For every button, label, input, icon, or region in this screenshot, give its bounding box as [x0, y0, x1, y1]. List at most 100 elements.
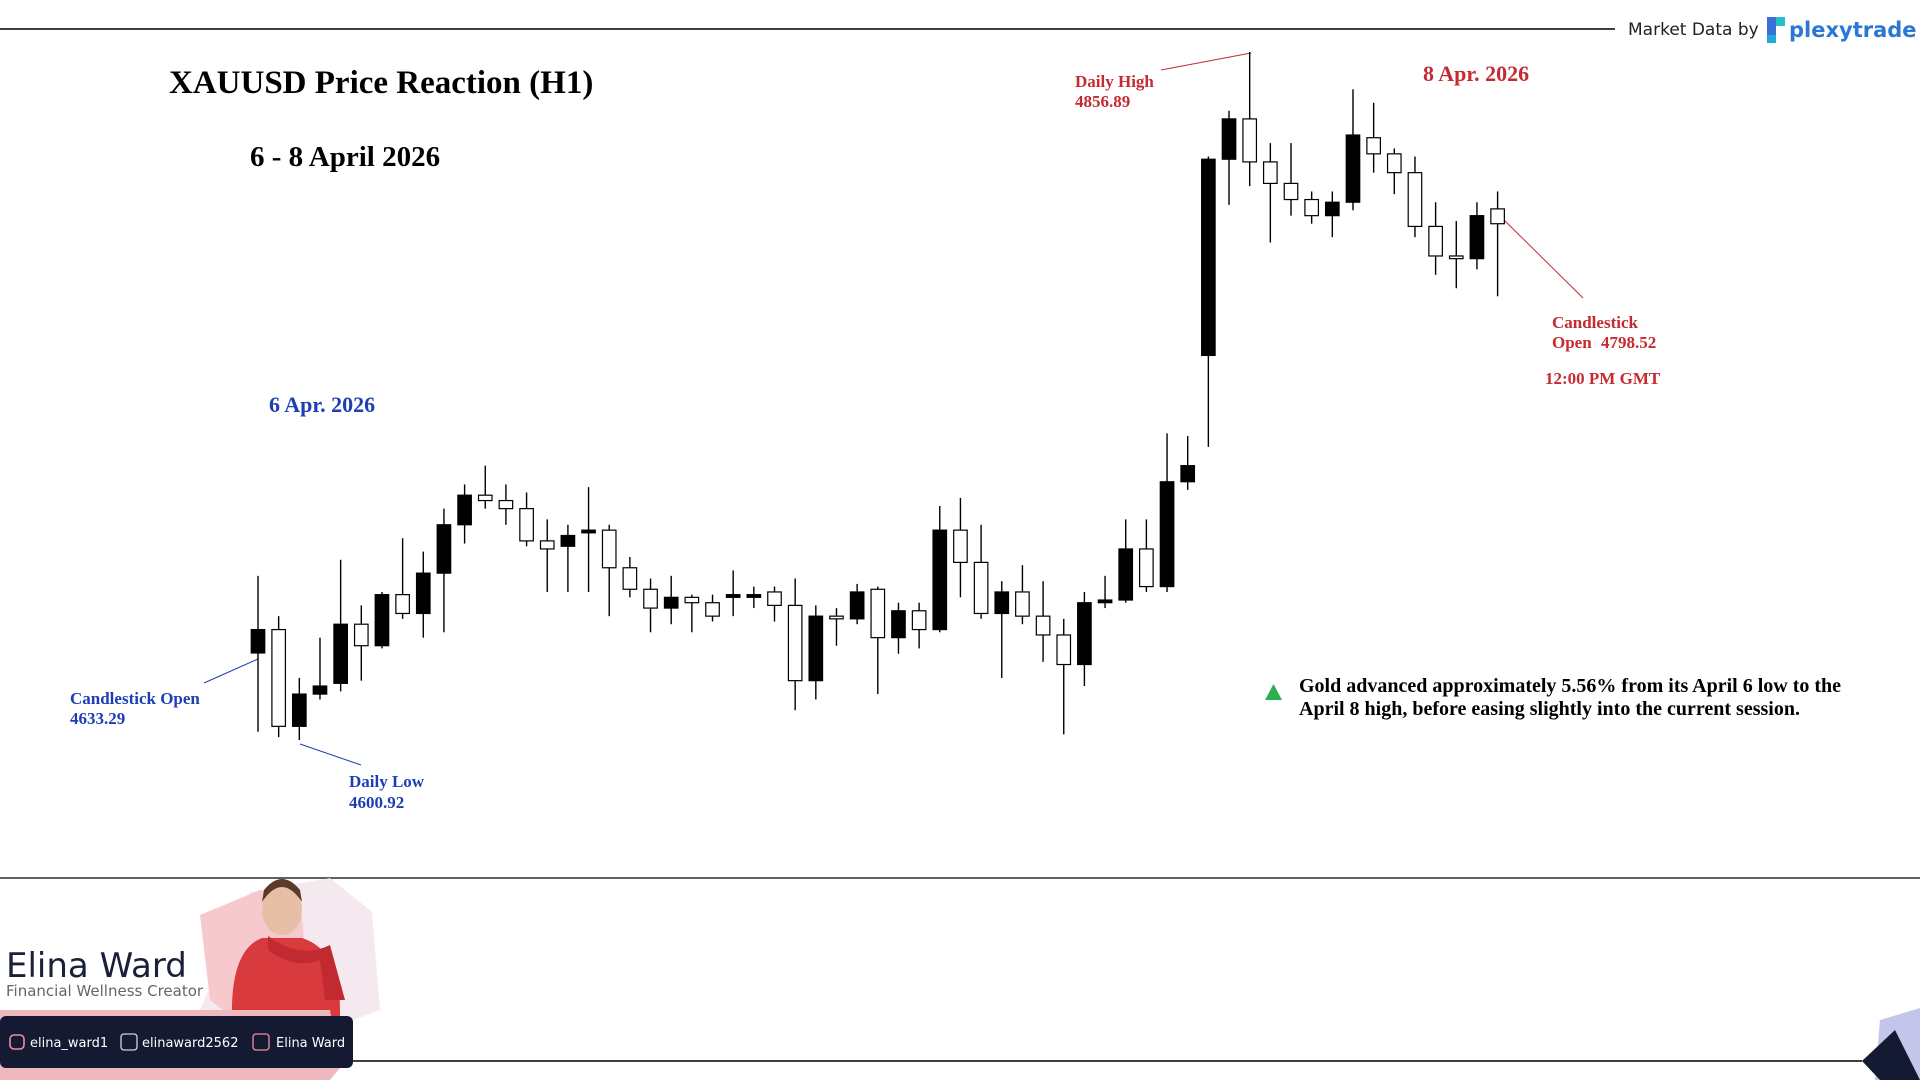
candle-body	[1035, 615, 1051, 636]
day-label: 8 Apr. 2026	[1423, 61, 1529, 86]
annotation-label: Daily Low	[349, 772, 425, 791]
day-label: 6 Apr. 2026	[269, 392, 375, 417]
annotation-label: Candlestick	[1552, 313, 1639, 332]
creator-name: Elina Ward	[6, 946, 187, 986]
candle-body	[932, 529, 948, 631]
annotation-label: Daily High	[1075, 72, 1154, 91]
candle-body	[539, 540, 555, 550]
candle-body	[725, 594, 741, 598]
annotation-value: 4856.89	[1075, 92, 1130, 111]
candle-body	[601, 529, 617, 569]
candle-body	[622, 567, 638, 590]
candle-body	[973, 561, 989, 615]
candle-body	[415, 572, 431, 615]
candle-body	[1201, 158, 1216, 357]
candle-body	[498, 499, 514, 510]
candle-body	[436, 524, 452, 574]
candle-body	[291, 693, 307, 727]
time-label: 12:00 PM GMT	[1545, 369, 1661, 388]
candle-body	[519, 508, 534, 542]
candle-body	[560, 534, 576, 547]
annotation: Candlestick Open 4798.52	[1552, 313, 1656, 352]
annotation: Candlestick Open 4633.29	[70, 689, 204, 728]
leader-line	[1501, 217, 1584, 299]
candle-body	[663, 596, 679, 609]
candle-body	[271, 628, 287, 727]
annotation: Daily High 4856.89	[1075, 72, 1158, 111]
social-handle[interactable]: elina_ward1	[30, 1036, 108, 1051]
candle-body	[1221, 118, 1237, 160]
candle-body	[250, 628, 266, 654]
candle-body	[829, 615, 844, 620]
candle-body	[1056, 634, 1072, 666]
candle-body	[849, 591, 865, 620]
candle-body	[643, 588, 658, 609]
candle-body	[333, 623, 348, 684]
open-annotation: Candlestick Open 4798.52 12:00 PM GMT	[1501, 217, 1661, 388]
candle-body	[312, 685, 328, 695]
candle-body	[808, 615, 824, 682]
open-annotation: Candlestick Open 4633.29	[70, 658, 259, 728]
candle-body	[705, 602, 720, 617]
annotation-label: Candlestick Open	[70, 689, 200, 708]
annotation-label: Open	[1552, 333, 1592, 352]
candle-body	[1469, 215, 1485, 260]
candle-body	[1283, 182, 1299, 201]
leader-line	[203, 658, 259, 684]
social-handle[interactable]: elinaward2562	[142, 1036, 238, 1051]
instagram-icon	[9, 1034, 25, 1050]
candle-body	[891, 610, 906, 639]
note-line: Gold advanced approximately 5.56% from i…	[1299, 675, 1841, 697]
candle-body	[1304, 198, 1320, 217]
social-bar	[0, 1016, 353, 1068]
candle-body	[1077, 602, 1092, 666]
candle-body	[870, 588, 886, 639]
up-triangle-icon	[1265, 684, 1282, 700]
candle-body	[953, 529, 968, 563]
social-handle[interactable]: Elina Ward	[276, 1036, 345, 1051]
candle-body	[787, 604, 803, 682]
social-links: elina_ward1 elinaward2562 Elina Ward	[9, 1033, 345, 1051]
daily-low-annotation: Daily Low 4600.92	[299, 743, 428, 812]
candle-body	[911, 610, 927, 631]
note: Gold advanced approximately 5.56% from i…	[1299, 675, 1846, 720]
candle-body	[1345, 134, 1361, 203]
candle-body	[1490, 208, 1505, 225]
candle-body	[1097, 599, 1113, 604]
annotation-value: 4633.29	[70, 709, 125, 728]
candle-body	[1242, 118, 1258, 163]
candle-body	[1407, 172, 1423, 228]
candle-body	[684, 596, 700, 604]
annotation-value: 4798.52	[1601, 333, 1656, 352]
annotation-value: 4600.92	[349, 793, 404, 812]
candle-body	[477, 494, 493, 502]
candle-body	[581, 529, 596, 534]
candle-body	[1159, 481, 1175, 588]
creator-role: Financial Wellness Creator	[6, 982, 204, 1000]
candle-body	[746, 594, 762, 598]
corner-decor	[1862, 1030, 1920, 1080]
candle-body	[1386, 153, 1402, 174]
leader-line	[1160, 52, 1252, 71]
chart-subtitle: 6 - 8 April 2026	[250, 141, 440, 173]
candle-body	[353, 623, 369, 647]
brand-logo	[1767, 17, 1785, 43]
x-icon	[120, 1033, 138, 1051]
leader-line	[299, 743, 362, 766]
candles	[250, 52, 1505, 740]
candle-body	[1180, 465, 1196, 483]
candle-body	[395, 594, 410, 615]
candle-body	[457, 494, 472, 526]
candle-body	[1139, 548, 1154, 588]
candle-body	[1015, 591, 1030, 617]
candle-body	[1428, 225, 1443, 257]
chart-title: XAUUSD Price Reaction (H1)	[169, 65, 593, 101]
candle-body	[767, 591, 782, 606]
candle-body	[994, 591, 1010, 615]
annotation: Daily Low 4600.92	[349, 772, 428, 812]
candle-body	[1324, 201, 1340, 217]
credit: Market Data by	[1628, 20, 1759, 40]
candle-body	[1118, 548, 1134, 601]
